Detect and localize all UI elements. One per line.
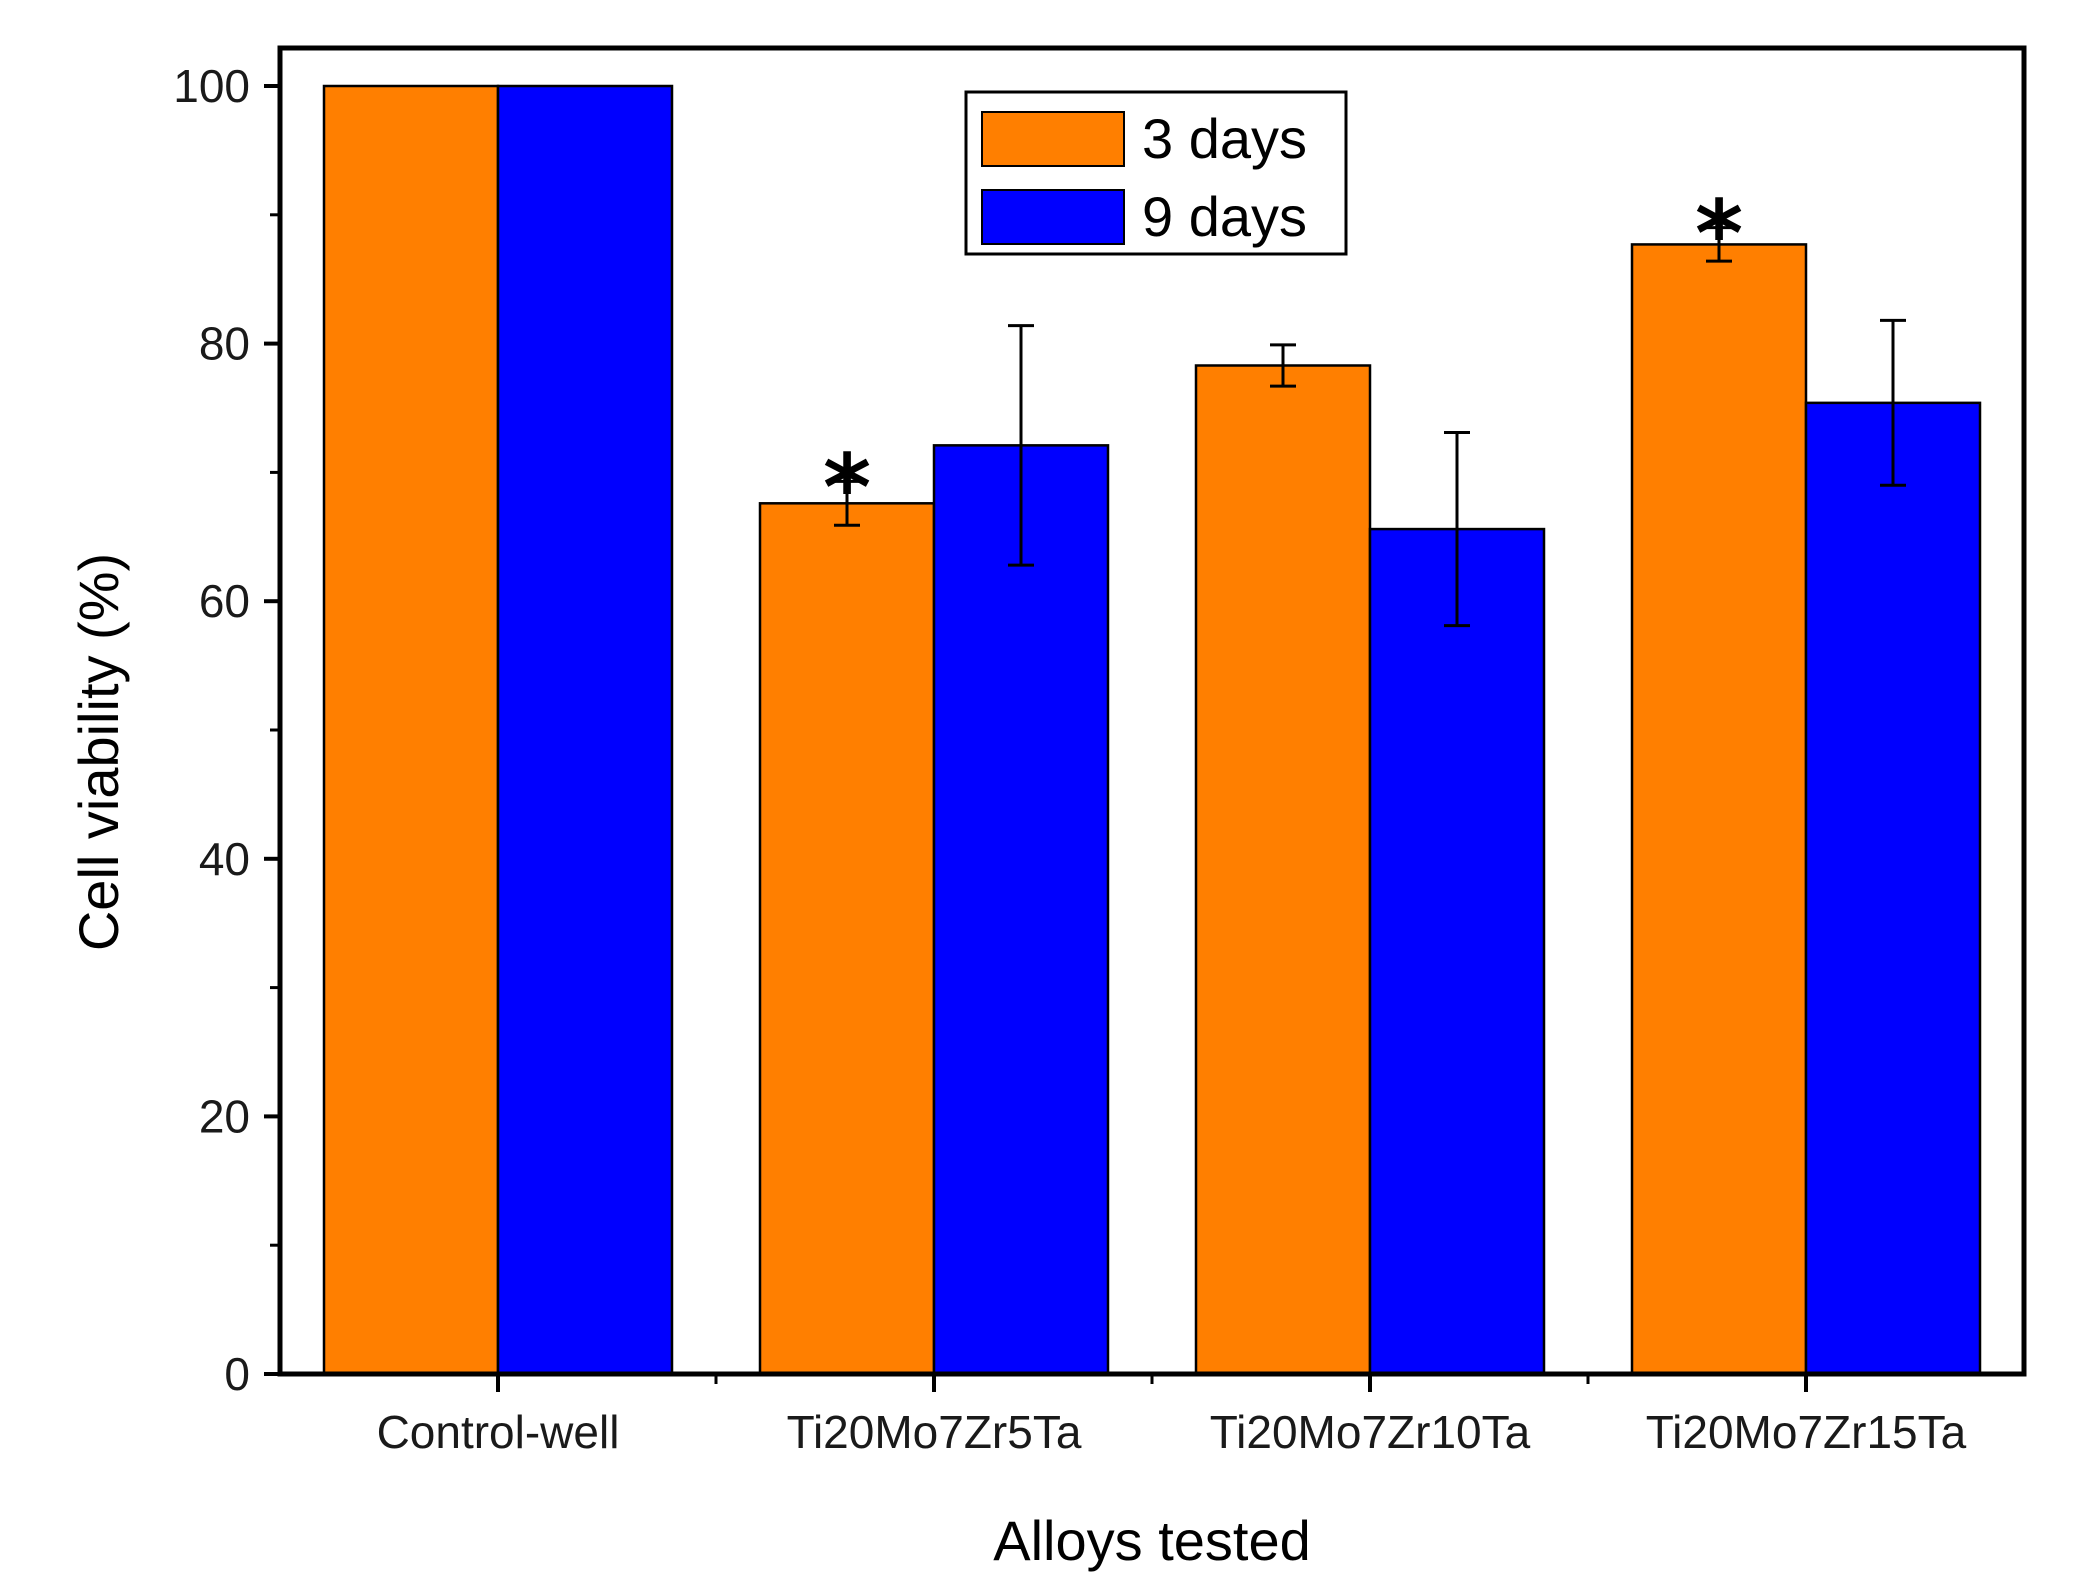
error-bar-ti20mo7zr15ta-3-days — [1706, 226, 1732, 263]
error-bar-ti20mo7zr5ta-9-days — [1008, 324, 1034, 567]
y-tick-label: 0 — [224, 1348, 250, 1400]
x-tick-label-control-well: Control-well — [377, 1406, 620, 1458]
legend-label-9-days: 9 days — [1142, 185, 1307, 248]
x-tick-label-ti20mo7zr15ta: Ti20Mo7Zr15Ta — [1646, 1406, 1967, 1458]
bar-ti20mo7zr5ta-3-days — [758, 502, 936, 1376]
bar-ti20mo7zr10ta-9-days — [1368, 527, 1546, 1376]
bar-control-well-3-days — [322, 84, 500, 1376]
significance-asterisk-ti20mo7zr15ta: * — [1695, 181, 1743, 288]
bar-ti20mo7zr10ta-3-days — [1194, 364, 1372, 1376]
x-tick-label-ti20mo7zr10ta: Ti20Mo7Zr10Ta — [1210, 1406, 1531, 1458]
y-axis-title: Cell viability (%) — [67, 553, 130, 951]
bar-ti20mo7zr5ta-9-days — [932, 444, 1110, 1376]
y-tick-label: 100 — [173, 60, 250, 112]
significance-asterisk-ti20mo7zr5ta: * — [823, 434, 871, 541]
legend-swatch-9-days — [981, 189, 1125, 245]
error-bar-ti20mo7zr10ta-9-days — [1444, 430, 1470, 628]
y-tick-label: 60 — [199, 575, 250, 627]
y-tick-label: 80 — [199, 318, 250, 370]
bar-ti20mo7zr15ta-3-days — [1630, 243, 1808, 1376]
ticks-layer: 0 20 40 60 80 100 Control-well Ti20Mo7Zr5Ta Ti20… — [173, 60, 1966, 1458]
error-bar-ti20mo7zr15ta-9-days — [1880, 318, 1906, 487]
legend-label-3-days: 3 days — [1142, 107, 1307, 170]
error-bars-layer — [834, 226, 1906, 628]
y-tick-label: 20 — [199, 1090, 250, 1142]
error-bar-ti20mo7zr5ta-3-days — [834, 479, 860, 527]
annotations-layer: ** — [823, 181, 1743, 542]
legend: 3 days 9 days — [964, 90, 1348, 256]
x-tick-label-ti20mo7zr5ta: Ti20Mo7Zr5Ta — [787, 1406, 1082, 1458]
bars-layer — [322, 84, 1982, 1376]
bar-ti20mo7zr15ta-9-days — [1804, 401, 1982, 1376]
error-bar-ti20mo7zr10ta-3-days — [1270, 343, 1296, 388]
y-tick-label: 40 — [199, 833, 250, 885]
legend-swatch-3-days — [981, 111, 1125, 167]
bar-control-well-9-days — [496, 84, 674, 1376]
x-axis-title: Alloys tested — [993, 1509, 1311, 1572]
